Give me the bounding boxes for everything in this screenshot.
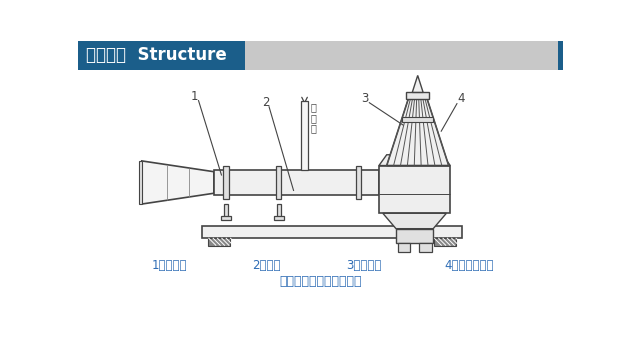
Bar [208,238,230,245]
Text: 3: 3 [361,92,369,105]
Bar [419,242,432,252]
Polygon shape [379,155,450,166]
Polygon shape [142,161,214,204]
Text: 潜水射流式曝气机结构图: 潜水射流式曝气机结构图 [280,275,362,288]
Bar [379,166,450,213]
Bar [214,170,379,195]
Text: 1、扩散管: 1、扩散管 [152,259,187,272]
Bar [403,117,433,122]
Text: 吸
气
口: 吸 气 口 [310,102,317,134]
Bar [202,226,462,238]
Polygon shape [387,99,449,166]
Bar [406,92,429,99]
Bar [78,41,245,70]
Bar [434,238,456,245]
Bar [398,242,410,252]
Bar [356,166,361,200]
Bar [277,204,280,218]
Text: 3、射流器: 3、射流器 [346,259,381,272]
Bar [221,216,231,220]
Text: 2: 2 [262,96,270,109]
Bar [274,216,284,220]
Bar [300,101,309,170]
Text: 4: 4 [458,92,465,105]
Bar [223,166,228,200]
Bar [224,204,228,218]
Polygon shape [413,75,423,92]
Text: 2、机座: 2、机座 [252,259,281,272]
Bar [139,161,142,204]
Bar [276,166,281,200]
Bar [78,41,563,70]
Text: 1: 1 [191,90,198,103]
Bar [558,41,563,70]
Text: 结构简介  Structure: 结构简介 Structure [86,47,227,65]
Bar [396,229,433,242]
Polygon shape [383,213,446,229]
Text: 4、潜水排污泵: 4、潜水排污泵 [445,259,495,272]
